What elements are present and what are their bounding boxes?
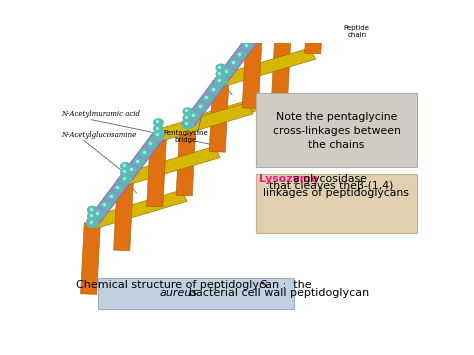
- Circle shape: [215, 76, 227, 85]
- Polygon shape: [119, 133, 164, 182]
- Polygon shape: [182, 78, 227, 127]
- Text: that cleaves theβ-(1,4): that cleaves theβ-(1,4): [269, 181, 393, 191]
- Circle shape: [108, 193, 117, 200]
- Polygon shape: [337, 0, 357, 10]
- Circle shape: [101, 202, 110, 209]
- Circle shape: [279, 16, 288, 23]
- Text: Peptide
chain: Peptide chain: [344, 25, 370, 38]
- Circle shape: [120, 163, 130, 170]
- Polygon shape: [209, 81, 229, 152]
- Polygon shape: [215, 35, 260, 83]
- Circle shape: [299, 0, 308, 4]
- Circle shape: [120, 169, 130, 176]
- Circle shape: [154, 119, 163, 126]
- Polygon shape: [146, 135, 166, 207]
- Polygon shape: [81, 223, 100, 294]
- Polygon shape: [87, 177, 131, 225]
- Circle shape: [277, 22, 289, 31]
- Text: N-Acetylmuramic acid: N-Acetylmuramic acid: [61, 110, 140, 119]
- Circle shape: [86, 219, 98, 228]
- Circle shape: [182, 120, 194, 129]
- Circle shape: [140, 149, 150, 157]
- Circle shape: [190, 112, 199, 119]
- Circle shape: [216, 64, 226, 71]
- Circle shape: [248, 33, 260, 42]
- Polygon shape: [278, 0, 322, 29]
- Polygon shape: [114, 179, 134, 251]
- Circle shape: [147, 141, 156, 148]
- Circle shape: [88, 206, 97, 213]
- Circle shape: [119, 175, 131, 184]
- Polygon shape: [176, 124, 196, 196]
- Polygon shape: [251, 4, 349, 43]
- Circle shape: [229, 60, 239, 67]
- Circle shape: [94, 211, 104, 218]
- Circle shape: [88, 213, 97, 220]
- Text: Pentaglycine
bridge: Pentaglycine bridge: [164, 130, 209, 143]
- Circle shape: [196, 104, 206, 111]
- FancyBboxPatch shape: [256, 93, 418, 167]
- FancyBboxPatch shape: [98, 278, 294, 309]
- Circle shape: [114, 185, 124, 192]
- FancyBboxPatch shape: [256, 174, 418, 233]
- Text: Lysozyme: Lysozyme: [259, 174, 319, 184]
- Polygon shape: [185, 92, 283, 130]
- Polygon shape: [122, 146, 220, 185]
- Circle shape: [292, 5, 301, 12]
- Circle shape: [216, 71, 226, 78]
- Polygon shape: [305, 0, 325, 54]
- Circle shape: [210, 86, 219, 93]
- Circle shape: [236, 51, 246, 58]
- Text: N-Acetylglucosamine: N-Acetylglucosamine: [61, 131, 137, 139]
- Circle shape: [183, 114, 192, 121]
- Circle shape: [223, 69, 232, 76]
- Text: a glycosidase: a glycosidase: [293, 174, 367, 184]
- Text: S.: S.: [260, 280, 271, 290]
- Circle shape: [153, 131, 164, 140]
- Polygon shape: [89, 190, 187, 229]
- Text: aureus: aureus: [159, 288, 197, 298]
- Circle shape: [285, 14, 295, 21]
- Circle shape: [203, 95, 212, 102]
- Text: Chemical structure of peptidoglycan :  the: Chemical structure of peptidoglycan : th…: [76, 280, 316, 290]
- Polygon shape: [218, 48, 316, 87]
- Text: Note the pentaglycine
cross-linkages between
the chains: Note the pentaglycine cross-linkages bet…: [273, 113, 401, 151]
- Circle shape: [183, 108, 192, 115]
- Polygon shape: [272, 26, 292, 98]
- Polygon shape: [155, 103, 253, 141]
- Circle shape: [249, 21, 259, 28]
- Circle shape: [243, 42, 252, 49]
- Circle shape: [134, 158, 143, 165]
- Circle shape: [127, 167, 137, 174]
- Text: linkages of peptidoglycans: linkages of peptidoglycans: [263, 188, 409, 198]
- Circle shape: [249, 27, 259, 34]
- Polygon shape: [242, 37, 262, 108]
- Text: bacterial cell wall peptidoglycan: bacterial cell wall peptidoglycan: [189, 288, 369, 298]
- Circle shape: [154, 125, 163, 132]
- Circle shape: [279, 10, 288, 17]
- Polygon shape: [280, 0, 378, 32]
